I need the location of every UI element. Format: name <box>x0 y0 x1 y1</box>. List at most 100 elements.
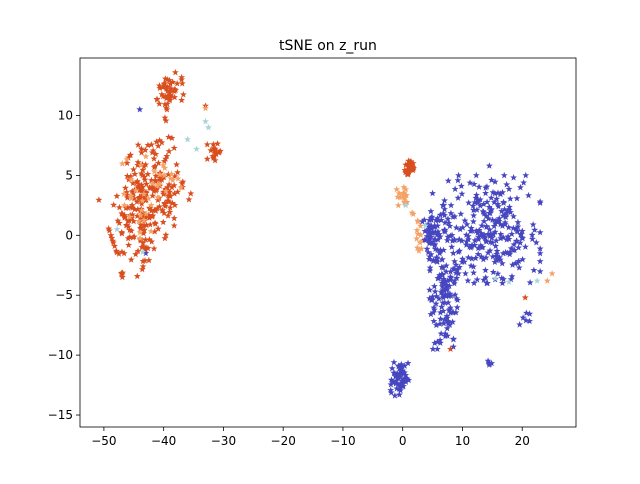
scatter-point <box>442 290 450 298</box>
scatter-point <box>142 246 150 253</box>
scatter-point <box>451 257 458 265</box>
scatter-point <box>165 147 173 155</box>
scatter-point <box>498 259 506 267</box>
scatter-point <box>446 222 454 230</box>
scatter-point <box>155 180 163 188</box>
scatter-point <box>510 174 518 181</box>
scatter-point <box>480 231 488 238</box>
scatter-point <box>178 96 186 104</box>
y-tick-label: −10 <box>48 348 73 362</box>
scatter-point <box>470 269 477 276</box>
scatter-point <box>441 228 449 235</box>
scatter-point <box>393 185 401 193</box>
scatter-point <box>138 193 146 201</box>
scatter-point <box>164 197 171 205</box>
scatter-point <box>404 170 412 178</box>
scatter-point <box>528 231 536 238</box>
scatter-point <box>441 219 449 226</box>
scatter-point <box>518 227 526 235</box>
scatter-point <box>111 242 119 249</box>
scatter-point <box>441 316 448 323</box>
scatter-point <box>170 181 178 189</box>
scatter-point <box>453 266 461 274</box>
scatter-point <box>431 288 439 295</box>
scatter-point <box>142 189 150 197</box>
scatter-point <box>474 250 482 258</box>
scatter-point <box>485 203 493 211</box>
scatter-point <box>536 249 544 257</box>
scatter-point <box>423 232 431 240</box>
scatter-point <box>515 264 523 271</box>
scatter-point <box>472 254 480 262</box>
scatter-point <box>416 239 424 246</box>
scatter-point <box>139 262 147 270</box>
scatter-point <box>387 389 395 396</box>
scatter-point <box>402 378 410 385</box>
scatter-point <box>473 276 481 283</box>
scatter-point <box>435 295 443 302</box>
scatter-point <box>470 206 478 214</box>
scatter-point <box>148 176 155 184</box>
scatter-point <box>133 178 141 186</box>
scatter-point <box>174 175 182 182</box>
scatter-point <box>163 100 171 107</box>
x-tick-label: −30 <box>211 434 236 448</box>
scatter-point <box>483 222 491 230</box>
scatter-point <box>486 226 494 233</box>
scatter-point <box>161 100 169 108</box>
scatter-point <box>445 292 453 299</box>
scatter-point <box>480 217 488 225</box>
scatter-point <box>438 303 446 310</box>
scatter-point <box>526 317 534 325</box>
scatter-point <box>149 184 156 191</box>
scatter-point <box>465 235 472 243</box>
scatter-point <box>425 255 433 263</box>
scatter-point <box>202 104 209 112</box>
scatter-point <box>516 239 524 246</box>
scatter-point <box>108 234 116 241</box>
scatter-point <box>426 264 434 271</box>
scatter-point <box>128 214 135 222</box>
scatter-point <box>499 222 506 229</box>
scatter-point <box>113 225 121 233</box>
scatter-point <box>449 249 457 257</box>
scatter-point <box>424 223 432 230</box>
scatter-point <box>435 230 443 238</box>
scatter-point <box>392 380 400 387</box>
scatter-point <box>105 227 113 234</box>
scatter-point <box>497 220 504 228</box>
scatter-point <box>400 183 408 191</box>
scatter-point <box>458 258 466 266</box>
scatter-point <box>489 188 497 196</box>
scatter-point <box>484 249 492 256</box>
scatter-point <box>401 198 409 206</box>
scatter-point <box>113 192 121 200</box>
scatter-point <box>143 221 150 229</box>
scatter-point <box>138 149 145 156</box>
scatter-point <box>507 244 515 252</box>
scatter-point <box>406 164 414 171</box>
x-tick-label: 10 <box>455 434 470 448</box>
scatter-point <box>477 253 485 260</box>
scatter-point <box>507 275 515 283</box>
scatter-point <box>495 202 502 210</box>
scatter-point <box>500 275 507 283</box>
scatter-point <box>465 199 473 206</box>
scatter-point <box>138 200 146 207</box>
scatter-point <box>405 157 412 164</box>
scatter-point <box>519 314 527 321</box>
scatter-point <box>453 303 461 311</box>
scatter-point <box>162 104 170 111</box>
scatter-point <box>170 190 178 197</box>
scatter-point <box>427 229 434 236</box>
scatter-point <box>162 231 170 238</box>
scatter-point <box>139 257 147 265</box>
scatter-point <box>443 312 451 320</box>
scatter-point <box>519 234 527 242</box>
scatter-point <box>136 234 144 242</box>
scatter-point <box>161 79 169 87</box>
scatter-point <box>499 234 507 241</box>
scatter-point <box>433 254 441 262</box>
